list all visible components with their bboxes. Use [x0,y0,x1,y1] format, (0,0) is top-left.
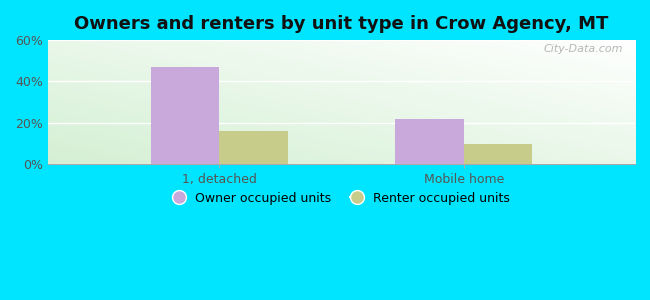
Title: Owners and renters by unit type in Crow Agency, MT: Owners and renters by unit type in Crow … [74,15,608,33]
Legend: Owner occupied units, Renter occupied units: Owner occupied units, Renter occupied un… [168,187,515,210]
Bar [395,119,463,164]
Bar [463,143,532,164]
Bar [151,67,219,164]
Bar [219,131,287,164]
Text: City-Data.com: City-Data.com [544,44,623,54]
